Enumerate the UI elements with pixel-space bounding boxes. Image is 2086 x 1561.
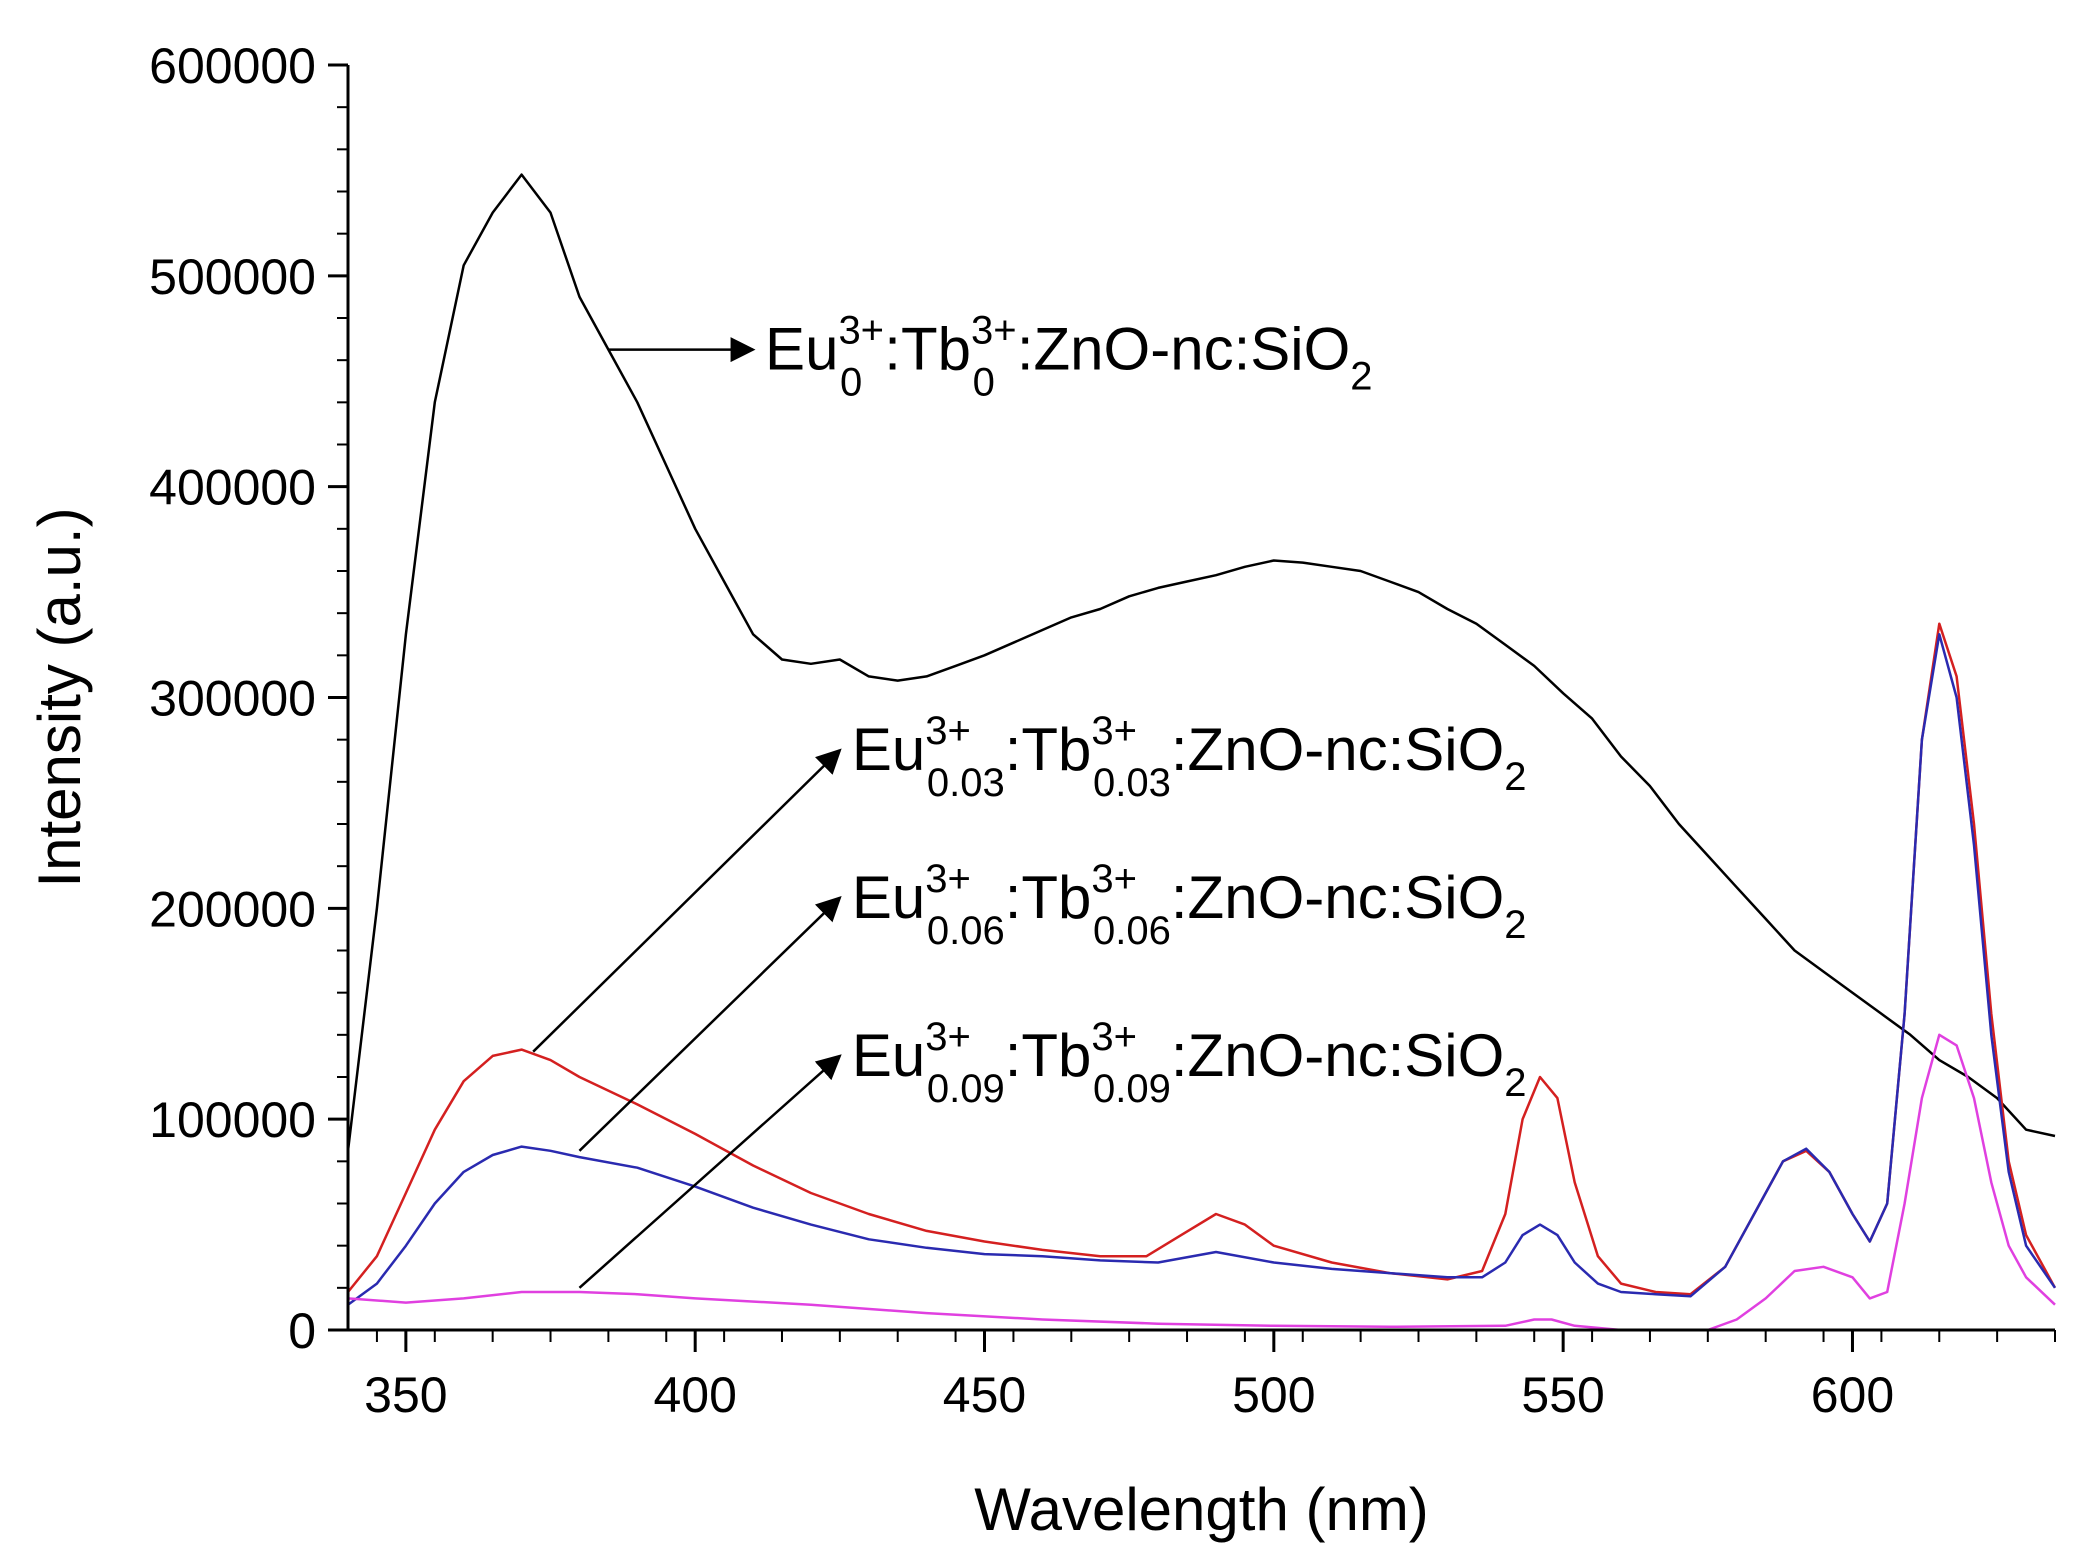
annotation-label-3: Eu3+ 0.09:Tb3+ 0.09:ZnO-nc:SiO2 xyxy=(852,1015,1527,1111)
x-tick-label: 450 xyxy=(943,1367,1026,1423)
axes xyxy=(346,65,2055,1332)
y-tick-label: 500000 xyxy=(149,249,316,305)
x-tick-label: 500 xyxy=(1232,1367,1315,1423)
y-tick-label: 600000 xyxy=(149,38,316,94)
series-line-0 xyxy=(346,173,2056,1151)
annotation-label-0: Eu3+ 0:Tb3+ 0:ZnO-nc:SiO2 xyxy=(765,309,1372,405)
annotation-label-1: Eu3+ 0.03:Tb3+ 0.03:ZnO-nc:SiO2 xyxy=(852,709,1527,805)
annotations: Eu3+ 0:Tb3+ 0:ZnO-nc:SiO2 Eu3+ 0.03:Tb3+ 0.03… xyxy=(532,309,1527,1289)
y-axis-title: Intensity (a.u.) xyxy=(26,507,93,887)
x-tick-label: 600 xyxy=(1811,1367,1894,1423)
x-tick-label: 350 xyxy=(364,1367,447,1423)
annotation-arrow xyxy=(532,748,842,1053)
x-tick-label: 550 xyxy=(1521,1367,1604,1423)
y-tick-label: 0 xyxy=(288,1303,316,1359)
annotation-label-2: Eu3+ 0.06:Tb3+ 0.06:ZnO-nc:SiO2 xyxy=(852,857,1527,953)
y-tick-label: 300000 xyxy=(149,671,316,727)
x-tick-label: 400 xyxy=(653,1367,736,1423)
ticks: 350 400 450 500 550 600 0 100000 200000 300000 400… xyxy=(149,38,2056,1423)
series-line-2 xyxy=(347,633,2057,1306)
annotation-arrow xyxy=(578,896,842,1152)
y-tick-label: 200000 xyxy=(149,881,316,937)
annotation-arrow xyxy=(578,1054,842,1289)
y-tick-label: 100000 xyxy=(149,1092,316,1148)
x-axis-title: Wavelength (nm) xyxy=(974,1476,1429,1543)
plot-lines xyxy=(346,173,2057,1332)
y-tick-label: 400000 xyxy=(149,460,316,516)
